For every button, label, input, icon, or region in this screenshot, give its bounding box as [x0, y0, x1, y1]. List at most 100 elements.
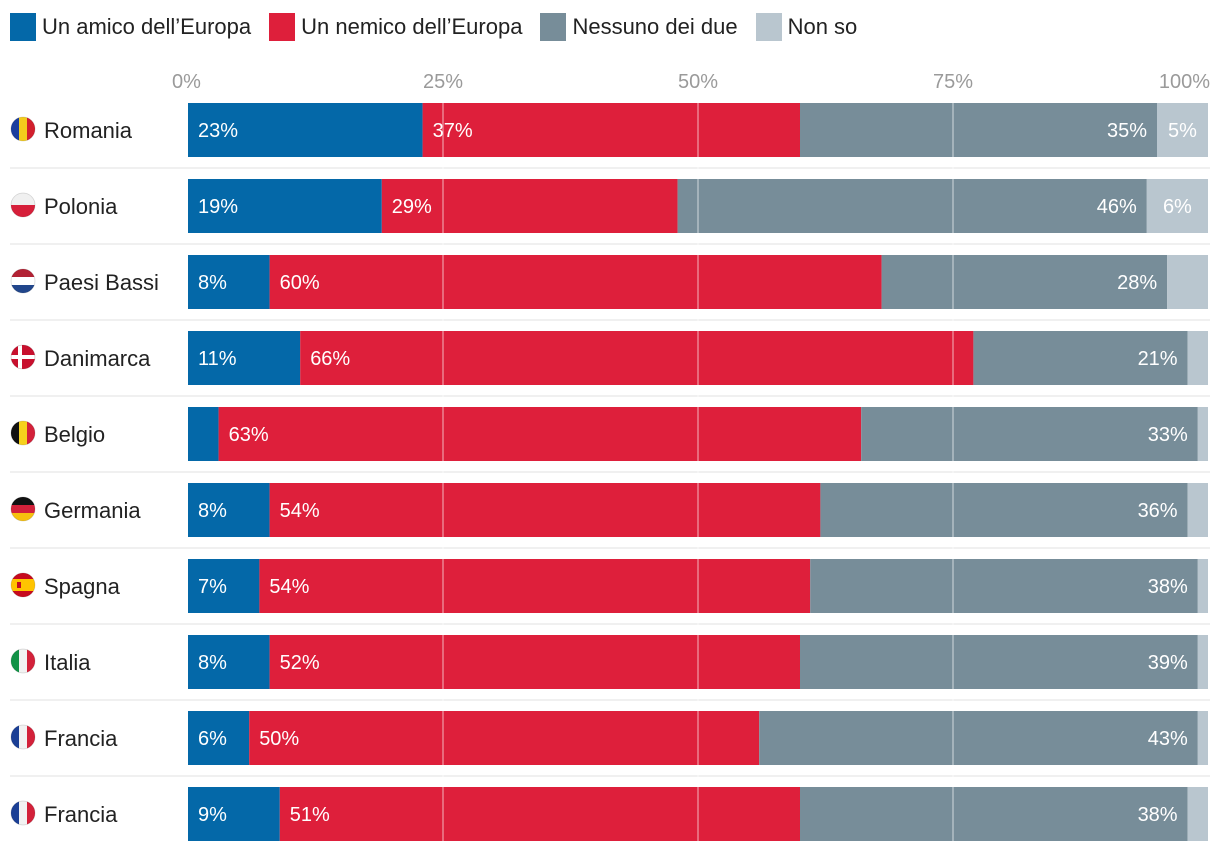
data-label: 50% — [259, 728, 299, 750]
country-label: Spagna — [44, 574, 121, 599]
data-label: 43% — [1148, 728, 1188, 750]
data-label: 54% — [280, 500, 320, 522]
country-label: Belgio — [44, 422, 105, 447]
bar-segment[interactable] — [188, 255, 270, 309]
data-label: 29% — [392, 196, 432, 218]
bar-segment[interactable] — [381, 179, 678, 233]
data-label: 46% — [1097, 196, 1137, 218]
bar-segment[interactable] — [269, 483, 821, 537]
bar-segment[interactable] — [269, 255, 882, 309]
legend-item-neither[interactable]: Nessuno dei due — [540, 13, 738, 41]
bar-segment[interactable] — [188, 559, 260, 613]
x-tick-label: 0% — [172, 71, 201, 93]
bar-segment[interactable] — [259, 559, 811, 613]
bar-segment[interactable] — [973, 331, 1188, 385]
bar-segment[interactable] — [188, 331, 301, 385]
denmark-flag-icon — [10, 344, 36, 370]
bar-segment[interactable] — [188, 179, 382, 233]
bar-segment[interactable] — [759, 711, 1198, 765]
bar-segment[interactable] — [188, 635, 270, 689]
country-label: Paesi Bassi — [44, 270, 159, 295]
netherlands-flag-icon — [10, 268, 36, 294]
x-tick-label: 100% — [1159, 71, 1210, 93]
bar-segment[interactable] — [1197, 559, 1208, 613]
bar-segment[interactable] — [1197, 407, 1208, 461]
bar-segment[interactable] — [218, 407, 862, 461]
country-label: Francia — [44, 802, 118, 827]
france-flag-icon — [10, 800, 36, 826]
legend-item-enemy[interactable]: Un nemico dell’Europa — [269, 13, 522, 41]
bar-segment[interactable] — [188, 407, 219, 461]
data-label: 5% — [1168, 120, 1197, 142]
bar-segment[interactable] — [1197, 635, 1208, 689]
bar-segment[interactable] — [861, 407, 1198, 461]
romania-flag-icon — [10, 116, 36, 142]
legend-swatch-neither — [540, 13, 567, 41]
data-label: 33% — [1148, 424, 1188, 446]
spain-flag-icon — [10, 572, 36, 598]
data-label: 11% — [198, 348, 237, 370]
legend: Un amico dell’Europa Un nemico dell’Euro… — [10, 12, 857, 42]
legend-swatch-enemy — [269, 13, 296, 41]
legend-label-dont-know: Non so — [787, 14, 858, 39]
bar-segment[interactable] — [1167, 255, 1208, 309]
bar-segment[interactable] — [188, 711, 250, 765]
data-label: 7% — [198, 576, 227, 598]
legend-item-friend[interactable]: Un amico dell’Europa — [10, 13, 251, 41]
x-tick-label: 25% — [423, 71, 463, 93]
data-label: 8% — [198, 272, 227, 294]
legend-swatch-dont-know — [755, 13, 782, 41]
data-label: 54% — [269, 576, 309, 598]
bar-segment[interactable] — [800, 635, 1198, 689]
country-label: Germania — [44, 498, 141, 523]
data-label: 51% — [290, 804, 330, 826]
data-label: 63% — [229, 424, 269, 446]
data-label: 38% — [1148, 576, 1188, 598]
bar-segment[interactable] — [1187, 483, 1208, 537]
bar-segment[interactable] — [269, 635, 801, 689]
data-label: 36% — [1138, 500, 1178, 522]
country-label: Italia — [44, 650, 91, 675]
bar-segment[interactable] — [188, 483, 270, 537]
data-label: 66% — [310, 348, 350, 370]
bar-segment[interactable] — [188, 103, 423, 157]
legend-label-enemy: Un nemico dell’Europa — [301, 14, 523, 39]
bar-segment[interactable] — [810, 559, 1198, 613]
x-tick-label: 50% — [678, 71, 718, 93]
bar-segment[interactable] — [300, 331, 974, 385]
bar-segment[interactable] — [1187, 787, 1208, 841]
data-label: 38% — [1138, 804, 1178, 826]
data-label: 37% — [433, 120, 473, 142]
bar-segment[interactable] — [1157, 103, 1208, 157]
data-label: 6% — [198, 728, 227, 750]
data-label: 35% — [1107, 120, 1147, 142]
legend-swatch-friend — [10, 13, 36, 41]
bar-segment[interactable] — [820, 483, 1188, 537]
country-label: Polonia — [44, 194, 118, 219]
bar-segment[interactable] — [800, 787, 1188, 841]
bar-segment[interactable] — [881, 255, 1168, 309]
bar-segment[interactable] — [422, 103, 800, 157]
bar-segment[interactable] — [279, 787, 800, 841]
data-label: 21% — [1138, 348, 1178, 370]
italy-flag-icon — [10, 648, 36, 674]
legend-item-dont-know[interactable]: Non so — [755, 13, 858, 41]
bar-segment[interactable] — [1146, 179, 1208, 233]
x-tick-label: 75% — [933, 71, 973, 93]
data-label: 52% — [280, 652, 320, 674]
bar-segment[interactable] — [188, 787, 280, 841]
data-label: 9% — [198, 804, 227, 826]
france-flag-icon — [10, 724, 36, 750]
belgium-flag-icon — [10, 420, 36, 446]
bar-segment[interactable] — [1187, 331, 1208, 385]
bar-segment[interactable] — [677, 179, 1147, 233]
germany-flag-icon — [10, 496, 36, 522]
data-label: 23% — [198, 120, 238, 142]
data-label: 8% — [198, 652, 227, 674]
bar-segment[interactable] — [800, 103, 1157, 157]
country-label: Francia — [44, 726, 118, 751]
country-label: Danimarca — [44, 346, 151, 371]
bar-segment[interactable] — [1197, 711, 1208, 765]
bar-segment[interactable] — [249, 711, 760, 765]
